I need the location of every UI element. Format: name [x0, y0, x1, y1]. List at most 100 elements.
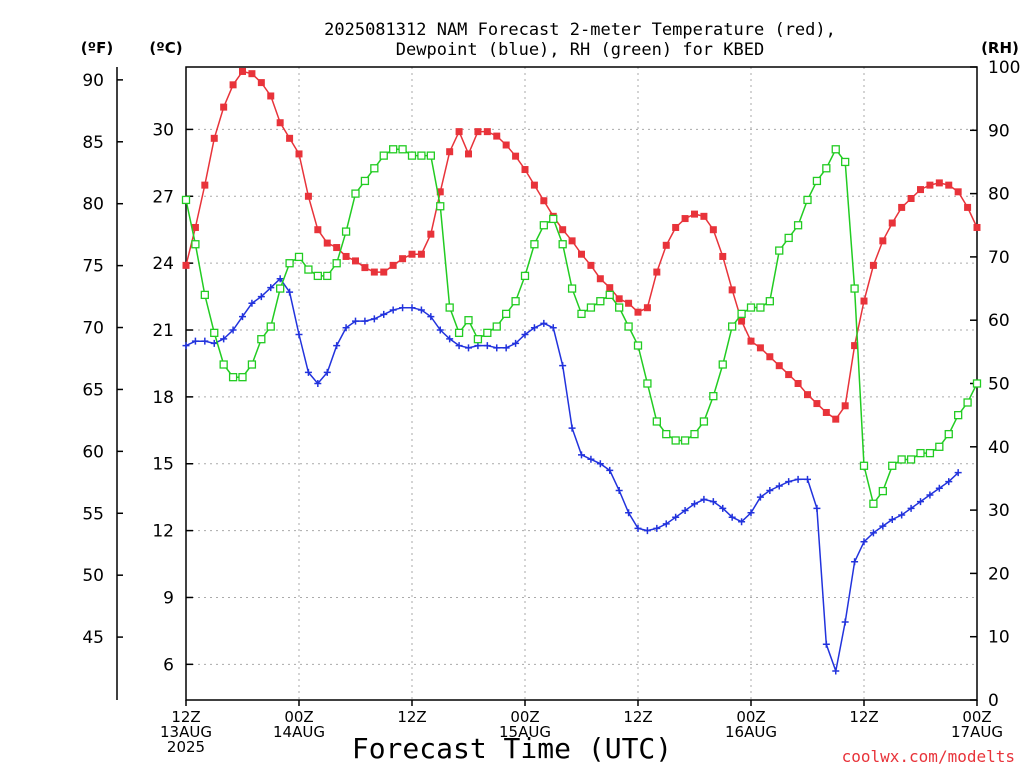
temperature-point [493, 132, 501, 140]
celsius-tick-label: 9 [163, 588, 174, 608]
rh-point [841, 157, 850, 167]
rh-point [511, 297, 520, 306]
dewpoint-point [945, 478, 953, 486]
rh-point [407, 151, 417, 160]
dewpoint-point [926, 491, 934, 499]
rh-point [784, 233, 793, 243]
dewpoint-point [785, 478, 793, 486]
rh-point [615, 303, 624, 312]
x-tick-label: 15AUG [499, 723, 551, 741]
x-tick-label: 12Z [397, 708, 426, 726]
temperature-point [832, 415, 840, 423]
fahrenheit-tick-label: 85 [82, 133, 104, 153]
temperature-point [540, 197, 548, 205]
dewpoint-point [229, 326, 237, 334]
fahrenheit-tick-label: 80 [82, 195, 104, 215]
temperature-point [201, 181, 209, 189]
temperature-point [964, 203, 972, 211]
temperature-point [512, 152, 520, 160]
temperature-point [935, 179, 943, 187]
dewpoint-point [691, 500, 698, 508]
rh-point [351, 189, 360, 198]
temperature-point [888, 219, 896, 227]
temperature-point [239, 67, 246, 75]
celsius-tick-label: 12 [152, 522, 174, 542]
celsius-tick-label: 24 [152, 254, 174, 274]
rh-tick-label: 100 [988, 58, 1020, 78]
temperature-point [728, 286, 736, 294]
x-tick-label: 12Z [623, 708, 652, 726]
dewpoint-point [804, 475, 811, 483]
rh-point [558, 240, 567, 249]
dewpoint-point [389, 306, 397, 314]
rh-point [944, 429, 953, 439]
x-tick-label: 00Z [510, 708, 539, 726]
dewpoint-point [201, 337, 209, 345]
rh-point [210, 328, 219, 338]
dewpoint-point [709, 498, 717, 506]
rh-point [586, 303, 596, 312]
rh-point [200, 290, 209, 300]
rh-point [360, 176, 370, 186]
rh-point [831, 145, 840, 154]
dewpoint-point [832, 667, 840, 675]
celsius-tick-label: 6 [163, 655, 174, 675]
temperature-point [530, 181, 538, 189]
temperature-point [436, 188, 444, 196]
temperature-point [804, 391, 811, 399]
rh-point [605, 290, 614, 300]
rh-point [643, 379, 652, 388]
axes: 45 50 55 60 65 70 75 80 85 90 6 9 12 15 18 21 24 27 30 0 10 2… [82, 58, 1020, 756]
temperature-point [653, 268, 661, 276]
rh-point [266, 322, 275, 331]
dewpoint-point [794, 475, 802, 483]
rh-point [276, 284, 285, 293]
dewpoint-point [719, 504, 727, 512]
rh-point [897, 455, 906, 464]
temperature-point [295, 150, 303, 158]
rh-point [313, 271, 322, 281]
temperature-point [719, 252, 727, 260]
dewpoint-point [615, 486, 623, 494]
dewpoint-point [408, 304, 416, 312]
rh-point [935, 442, 944, 451]
dewpoint-point [841, 618, 849, 626]
temperature-point [333, 244, 341, 252]
dewpoint-point [521, 330, 529, 338]
temperature-point [851, 342, 859, 350]
temperature-point [502, 141, 510, 149]
temperature-point [314, 226, 322, 234]
temperature-point [361, 264, 369, 272]
rh-point [577, 309, 586, 319]
dewpoint-point [295, 330, 303, 338]
x-tick-label: 00Z [736, 708, 765, 726]
rh-point [389, 145, 398, 154]
temperature-point [643, 304, 651, 312]
dewpoint-point [766, 486, 774, 494]
dewpoint-point [568, 424, 576, 432]
fahrenheit-unit-label: (ºF) [81, 39, 113, 57]
dewpoint-point [248, 299, 256, 307]
temperature-point [926, 181, 934, 189]
temperature-point [352, 257, 359, 265]
dewpoint-point [728, 513, 736, 521]
rh-point [304, 265, 313, 274]
dewpoint-point [370, 315, 378, 323]
x-tick-label: 12Z [849, 708, 878, 726]
temperature-point [248, 70, 256, 78]
rh-point [445, 303, 454, 312]
dewpoint-point [483, 342, 491, 350]
temperature-point [606, 284, 614, 292]
rh-point [285, 259, 294, 268]
dewpoint-point [399, 304, 407, 312]
celsius-tick-label: 15 [152, 455, 174, 475]
dewpoint-point [898, 511, 906, 519]
dewpoint-point [314, 380, 322, 387]
temperature-point [813, 400, 821, 408]
rh-tick-label: 90 [988, 121, 1010, 141]
dewpoint-point [493, 344, 501, 352]
rh-point [624, 322, 633, 331]
rh-point [454, 328, 464, 338]
rh-point [370, 164, 379, 173]
temperature-point [276, 119, 284, 127]
